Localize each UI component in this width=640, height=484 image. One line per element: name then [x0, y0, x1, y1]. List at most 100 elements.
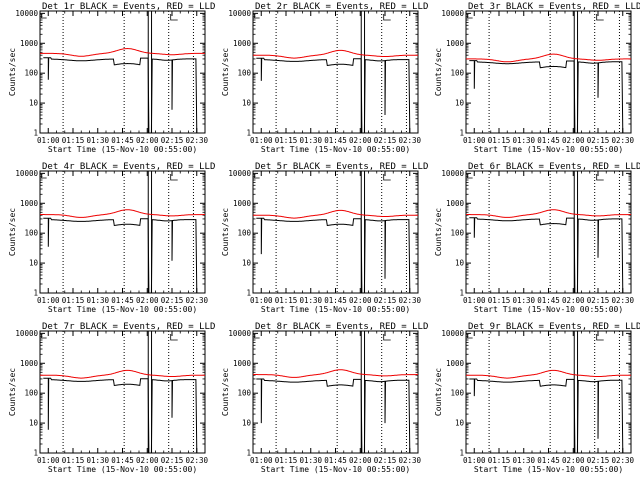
- x-tick-label: 02:00: [136, 136, 159, 145]
- bracket-mark-left: [41, 174, 47, 179]
- y-tick-label: 10: [242, 99, 252, 108]
- lld-series-line: [466, 369, 631, 379]
- y-tick-label: 100: [237, 389, 251, 398]
- x-tick-label: 02:30: [185, 456, 208, 465]
- x-tick-label: 01:15: [62, 456, 85, 465]
- events-series-line: [43, 57, 198, 134]
- x-tick-label: 01:30: [512, 296, 535, 305]
- x-tick-label: 01:00: [463, 136, 486, 145]
- y-tick-label: 100: [24, 229, 38, 238]
- y-tick-label: 1: [246, 129, 251, 138]
- bracket-mark-left: [467, 334, 473, 339]
- x-tick-label: 02:15: [161, 456, 184, 465]
- x-tick-label: 02:00: [349, 456, 372, 465]
- y-tick-label: 1000: [233, 39, 252, 48]
- x-axis-label: Start Time (15-Nov-10 00:55:00): [48, 145, 197, 154]
- x-tick-label: 02:15: [374, 296, 397, 305]
- panel-title: Det 3r BLACK = Events, RED = LLD: [468, 2, 640, 12]
- x-tick-label: 02:15: [161, 296, 184, 305]
- x-tick-label: 01:45: [111, 456, 134, 465]
- x-tick-label: 02:30: [611, 456, 634, 465]
- events-series-line: [469, 60, 624, 134]
- x-tick-label: 01:15: [275, 456, 298, 465]
- y-tick-label: 1: [246, 449, 251, 458]
- lld-series-line: [40, 209, 205, 218]
- x-tick-label: 02:00: [562, 456, 585, 465]
- bracket-mark: [170, 14, 178, 21]
- y-axis-label: Counts/sec: [434, 48, 443, 96]
- y-tick-label: 100: [450, 229, 464, 238]
- panel-title: Det 9r BLACK = Events, RED = LLD: [468, 322, 640, 332]
- bracket-mark-left: [467, 14, 473, 19]
- x-tick-label: 02:30: [398, 456, 421, 465]
- panel-title: Det 8r BLACK = Events, RED = LLD: [255, 322, 428, 332]
- x-tick-label: 01:30: [512, 456, 535, 465]
- x-tick-label: 01:00: [250, 296, 273, 305]
- y-tick-label: 10000: [15, 329, 38, 338]
- x-tick-label: 01:30: [86, 136, 109, 145]
- events-series-line: [256, 217, 411, 294]
- x-tick-label: 01:00: [463, 296, 486, 305]
- panel-4: Det 4r BLACK = Events, RED = LLD 1 10 100 10…: [8, 162, 215, 314]
- y-tick-label: 100: [24, 69, 38, 78]
- lld-series-line: [466, 209, 631, 218]
- x-tick-label: 01:45: [111, 136, 134, 145]
- x-axis-label: Start Time (15-Nov-10 00:55:00): [48, 305, 197, 314]
- x-tick-label: 02:15: [161, 136, 184, 145]
- events-series-line: [256, 378, 411, 454]
- y-axis-label: Counts/sec: [434, 208, 443, 256]
- panel-5: Det 5r BLACK = Events, RED = LLD 1 10 100 10…: [221, 162, 428, 314]
- panel-title: Det 7r BLACK = Events, RED = LLD: [42, 322, 215, 332]
- bracket-mark: [383, 14, 391, 21]
- bracket-mark-left: [41, 14, 47, 19]
- panel-8: Det 8r BLACK = Events, RED = LLD 1 10 100 10…: [221, 322, 428, 474]
- y-tick-label: 1: [33, 129, 38, 138]
- x-tick-label: 01:30: [512, 136, 535, 145]
- y-tick-label: 1000: [446, 359, 465, 368]
- y-tick-label: 10: [29, 259, 39, 268]
- x-tick-label: 01:45: [537, 296, 560, 305]
- bracket-mark: [596, 174, 604, 181]
- panel-7: Det 7r BLACK = Events, RED = LLD 1 10 100 10…: [8, 322, 215, 474]
- plot-frame: [252, 10, 419, 134]
- y-axis-label: Counts/sec: [8, 208, 17, 256]
- x-tick-label: 02:15: [374, 456, 397, 465]
- x-tick-label: 01:00: [37, 456, 60, 465]
- lld-series-line: [253, 209, 418, 219]
- x-tick-label: 02:00: [562, 296, 585, 305]
- y-tick-label: 10000: [15, 9, 38, 18]
- y-tick-label: 1: [33, 449, 38, 458]
- y-axis-label: Counts/sec: [221, 368, 230, 416]
- y-tick-label: 1000: [20, 359, 39, 368]
- x-axis-label: Start Time (15-Nov-10 00:55:00): [474, 305, 623, 314]
- x-tick-label: 02:30: [611, 296, 634, 305]
- plot-frame: [39, 10, 206, 134]
- events-series-line: [469, 217, 624, 294]
- x-tick-label: 02:30: [398, 136, 421, 145]
- y-tick-label: 10000: [441, 9, 464, 18]
- events-series-line: [256, 57, 411, 134]
- y-tick-label: 10: [242, 259, 252, 268]
- y-tick-label: 1000: [20, 39, 39, 48]
- events-series-line: [43, 217, 198, 294]
- plot-frame: [465, 10, 632, 134]
- plot-frame: [252, 170, 419, 294]
- x-tick-label: 01:15: [275, 136, 298, 145]
- bracket-mark: [170, 174, 178, 181]
- y-tick-label: 1000: [20, 199, 39, 208]
- x-tick-label: 01:45: [111, 296, 134, 305]
- panel-1: Det 1r BLACK = Events, RED = LLD 1 10 100 10…: [8, 2, 215, 154]
- x-tick-label: 02:30: [398, 296, 421, 305]
- x-tick-label: 01:45: [324, 296, 347, 305]
- x-tick-label: 01:00: [250, 456, 273, 465]
- x-tick-label: 01:15: [62, 296, 85, 305]
- x-tick-label: 02:15: [587, 456, 610, 465]
- panel-9: Det 9r BLACK = Events, RED = LLD 1 10 100 10…: [434, 322, 640, 474]
- lld-series-line: [253, 369, 418, 378]
- panel-title: Det 4r BLACK = Events, RED = LLD: [42, 162, 215, 172]
- x-tick-label: 01:30: [299, 456, 322, 465]
- y-tick-label: 100: [450, 69, 464, 78]
- x-tick-label: 01:30: [86, 296, 109, 305]
